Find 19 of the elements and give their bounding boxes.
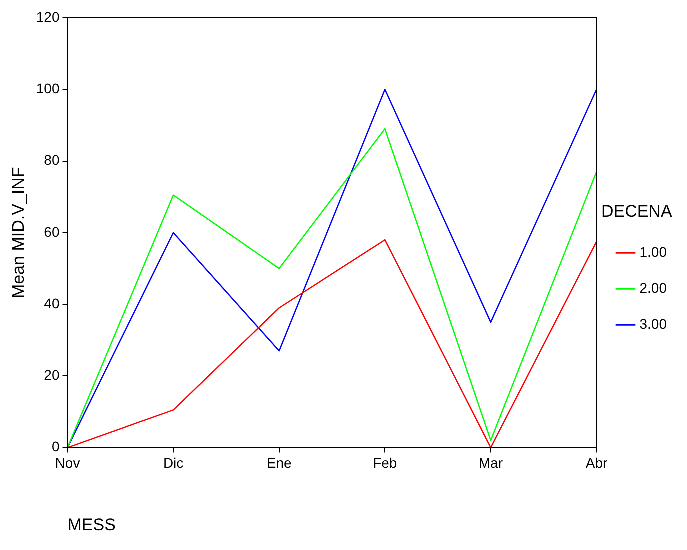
- y-tick-label: 20: [44, 367, 60, 384]
- legend-title: DECENA: [601, 202, 673, 221]
- y-tick-label: 60: [44, 224, 60, 240]
- x-tick-label: Dic: [163, 455, 184, 472]
- x-tick-label: Nov: [55, 455, 80, 472]
- y-tick-label: 80: [44, 152, 60, 168]
- legend-label: 3.00: [640, 316, 668, 332]
- legend-label: 1.00: [640, 244, 668, 260]
- y-tick-label: 120: [36, 8, 60, 25]
- y-axis-title: Mean MID.V_INF: [8, 167, 28, 299]
- legend-label: 2.00: [640, 280, 668, 296]
- x-tick-label: Feb: [373, 455, 398, 472]
- x-tick-label: Abr: [586, 455, 608, 472]
- y-tick-label: 100: [36, 80, 60, 96]
- y-tick-label: 0: [52, 438, 60, 455]
- x-tick-label: Ene: [266, 455, 292, 472]
- x-axis-title: MESS: [68, 515, 116, 534]
- y-tick-label: 40: [44, 295, 60, 312]
- x-tick-label: Mar: [478, 455, 504, 472]
